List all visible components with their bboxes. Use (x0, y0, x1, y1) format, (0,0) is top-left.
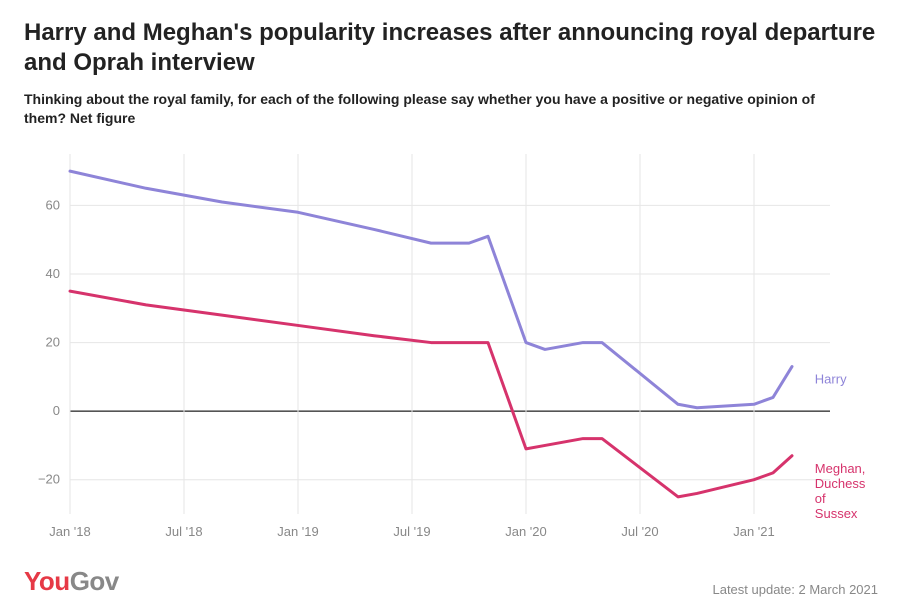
logo-gov: Gov (70, 566, 119, 596)
y-axis-label: 60 (46, 197, 60, 212)
series-label-meghan: Meghan,DuchessofSussex (815, 461, 866, 521)
x-axis-label: Jan '18 (49, 524, 91, 539)
chart-title: Harry and Meghan's popularity increases … (24, 18, 878, 78)
y-axis-label: 40 (46, 266, 60, 281)
x-axis-label: Jan '19 (277, 524, 319, 539)
series-line-harry (70, 171, 792, 408)
latest-update-text: Latest update: 2 March 2021 (712, 582, 878, 597)
y-axis-label: 20 (46, 334, 60, 349)
x-axis-label: Jul '20 (621, 524, 658, 539)
footer: YouGov Latest update: 2 March 2021 (24, 566, 878, 597)
y-axis-label: 0 (53, 403, 60, 418)
chart-container: −20 0 20 40 60 Jan '18 Jul '18 Jan '19 Jul '19 Ja… (24, 136, 878, 556)
series-line-meghan (70, 291, 792, 497)
x-axis-label: Jan '21 (733, 524, 775, 539)
y-axis-label: −20 (38, 471, 60, 486)
x-axis-label: Jul '19 (393, 524, 430, 539)
yougov-logo: YouGov (24, 566, 119, 597)
x-axis-label: Jul '18 (165, 524, 202, 539)
logo-you: You (24, 566, 70, 596)
x-axis-label: Jan '20 (505, 524, 547, 539)
series-label-harry: Harry (815, 371, 847, 386)
line-chart: −20 0 20 40 60 Jan '18 Jul '18 Jan '19 Jul '19 Ja… (24, 136, 878, 554)
chart-subtitle: Thinking about the royal family, for eac… (24, 90, 824, 128)
